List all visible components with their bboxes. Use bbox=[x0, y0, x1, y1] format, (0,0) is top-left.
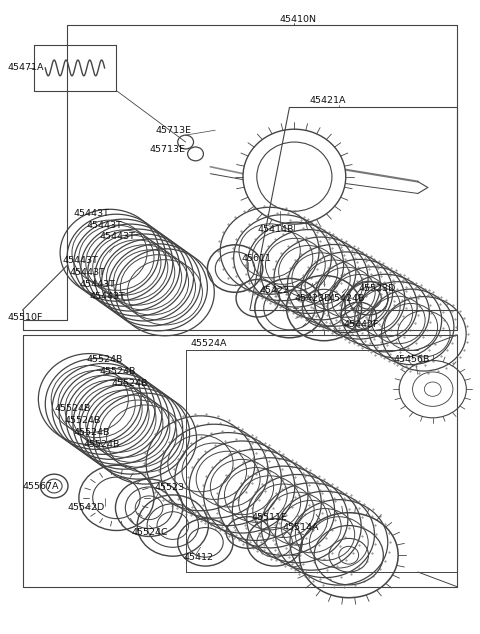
Text: 45412: 45412 bbox=[184, 553, 214, 562]
Text: 45442F: 45442F bbox=[344, 320, 379, 330]
Text: 45443T: 45443T bbox=[62, 256, 98, 265]
Text: 45443T: 45443T bbox=[70, 268, 106, 277]
Text: 45524A: 45524A bbox=[191, 339, 227, 348]
Text: 45443T: 45443T bbox=[100, 233, 135, 242]
Text: 45510F: 45510F bbox=[8, 313, 43, 323]
Text: 45524C: 45524C bbox=[131, 528, 168, 537]
Text: 45524B: 45524B bbox=[74, 428, 110, 437]
Text: 45611: 45611 bbox=[242, 254, 272, 263]
Text: 45443T: 45443T bbox=[74, 209, 110, 217]
Text: 45713E: 45713E bbox=[149, 145, 185, 155]
Text: 45523: 45523 bbox=[154, 484, 184, 493]
Text: 45713E: 45713E bbox=[156, 126, 192, 134]
Text: 45524B: 45524B bbox=[64, 417, 100, 425]
Text: 45443T: 45443T bbox=[90, 292, 126, 301]
Text: 45542D: 45542D bbox=[67, 503, 104, 512]
Text: 45514A: 45514A bbox=[283, 523, 319, 532]
Text: 45471A: 45471A bbox=[8, 63, 44, 72]
Text: 45443T: 45443T bbox=[80, 280, 116, 289]
Text: 45410N: 45410N bbox=[279, 15, 316, 24]
Text: 45421A: 45421A bbox=[309, 96, 346, 105]
Text: 45422: 45422 bbox=[260, 286, 290, 295]
Text: 45443T: 45443T bbox=[87, 221, 123, 230]
Text: 45523D: 45523D bbox=[359, 284, 396, 293]
Text: 45423D: 45423D bbox=[294, 294, 332, 302]
Text: 45456B: 45456B bbox=[393, 355, 430, 364]
Text: 45524B: 45524B bbox=[111, 378, 148, 388]
Text: 45414B: 45414B bbox=[258, 224, 294, 233]
Text: 45567A: 45567A bbox=[23, 481, 59, 491]
Text: 45511E: 45511E bbox=[252, 513, 288, 522]
Text: 45524B: 45524B bbox=[100, 367, 136, 376]
Text: 45524B: 45524B bbox=[87, 355, 123, 364]
Text: 45524B: 45524B bbox=[54, 404, 91, 413]
Text: 45424B: 45424B bbox=[329, 294, 365, 302]
Text: 45524B: 45524B bbox=[84, 440, 120, 449]
